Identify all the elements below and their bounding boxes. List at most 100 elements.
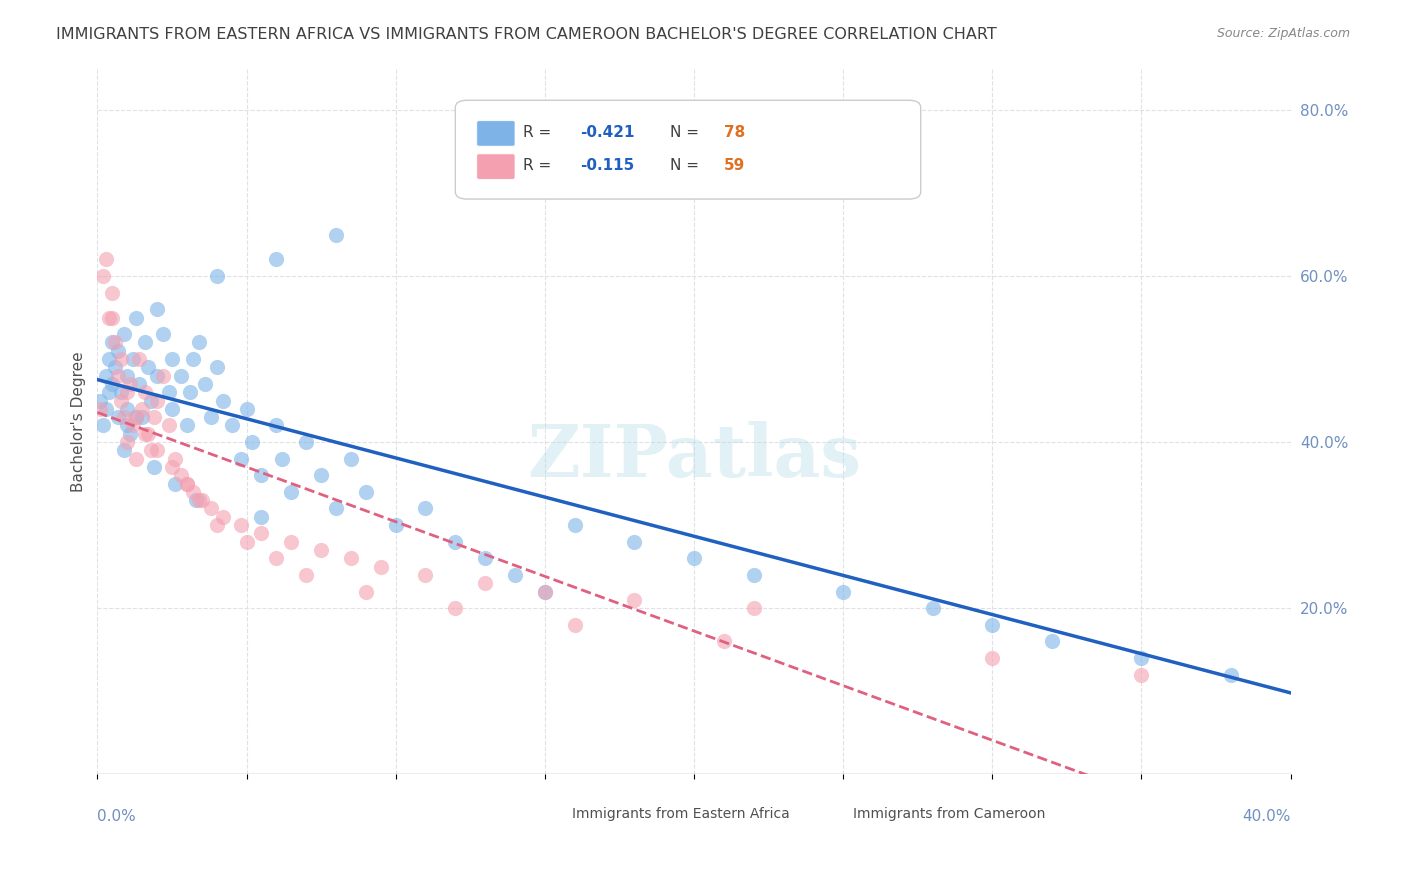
Point [143, 410, 166, 425]
Point [146, 443, 169, 458]
Point [194, 376, 217, 391]
Point [235, 534, 257, 549]
Point [112, 410, 135, 425]
Point [104, 360, 127, 375]
FancyBboxPatch shape [456, 100, 921, 199]
Point [242, 435, 264, 450]
Point [370, 559, 392, 574]
Point [115, 435, 138, 450]
Point [444, 601, 467, 615]
Point [200, 410, 222, 425]
Point [143, 460, 166, 475]
Point [250, 526, 273, 541]
Point [91, 268, 114, 283]
Point [533, 584, 555, 599]
Point [89, 401, 111, 416]
Point [128, 376, 150, 391]
Point [235, 401, 257, 416]
Point [152, 327, 174, 342]
Point [176, 418, 198, 433]
Point [101, 376, 124, 391]
Text: Immigrants from Cameroon: Immigrants from Cameroon [852, 807, 1045, 822]
Point [713, 161, 735, 175]
Point [564, 617, 586, 632]
Point [713, 634, 735, 648]
Point [101, 285, 124, 300]
Point [98, 385, 121, 400]
Point [921, 601, 943, 615]
Point [101, 310, 124, 325]
Point [280, 534, 302, 549]
Point [96, 252, 118, 267]
Point [163, 451, 186, 466]
Point [742, 568, 765, 582]
Point [181, 352, 204, 367]
Point [266, 551, 288, 566]
Point [205, 360, 228, 375]
Point [110, 393, 132, 408]
Point [176, 476, 198, 491]
Point [128, 352, 150, 367]
Point [98, 310, 121, 325]
Text: ZIPatlas: ZIPatlas [527, 421, 860, 492]
Text: 59: 59 [724, 158, 745, 173]
Point [107, 343, 129, 358]
Point [229, 451, 252, 466]
Point [125, 451, 148, 466]
Y-axis label: Bachelor's Degree: Bachelor's Degree [72, 351, 86, 491]
Point [444, 534, 467, 549]
Point [122, 352, 145, 367]
Point [157, 385, 180, 400]
Point [1219, 667, 1241, 681]
Point [107, 368, 129, 383]
Point [160, 460, 183, 475]
Text: 78: 78 [724, 125, 745, 139]
Point [170, 468, 193, 483]
Point [325, 501, 347, 516]
Point [1040, 634, 1063, 648]
Point [176, 476, 198, 491]
Point [139, 443, 162, 458]
Point [266, 252, 288, 267]
Point [280, 484, 302, 499]
FancyBboxPatch shape [477, 120, 515, 146]
Point [107, 410, 129, 425]
Point [384, 518, 406, 533]
Point [125, 310, 148, 325]
Point [309, 468, 332, 483]
FancyBboxPatch shape [806, 803, 842, 826]
Point [112, 327, 135, 342]
Point [623, 534, 645, 549]
Point [91, 418, 114, 433]
Point [131, 410, 153, 425]
Point [187, 335, 209, 350]
Point [131, 401, 153, 416]
Text: -0.421: -0.421 [581, 125, 636, 139]
Point [623, 592, 645, 607]
FancyBboxPatch shape [526, 803, 561, 826]
Point [221, 418, 243, 433]
Point [120, 376, 142, 391]
Point [309, 543, 332, 558]
Point [160, 352, 183, 367]
Text: R =: R = [523, 158, 557, 173]
Point [125, 410, 148, 425]
Point [683, 551, 706, 566]
Point [98, 352, 121, 367]
Point [271, 451, 294, 466]
Point [136, 360, 159, 375]
Text: Immigrants from Eastern Africa: Immigrants from Eastern Africa [572, 807, 790, 822]
Point [157, 418, 180, 433]
Point [229, 518, 252, 533]
Point [354, 484, 377, 499]
Point [832, 584, 855, 599]
Text: 0.0%: 0.0% [97, 809, 136, 824]
Point [266, 418, 288, 433]
Point [1130, 651, 1153, 665]
Point [163, 476, 186, 491]
Point [115, 418, 138, 433]
Point [211, 393, 233, 408]
Point [125, 410, 148, 425]
Text: -0.115: -0.115 [581, 158, 636, 173]
Point [160, 401, 183, 416]
